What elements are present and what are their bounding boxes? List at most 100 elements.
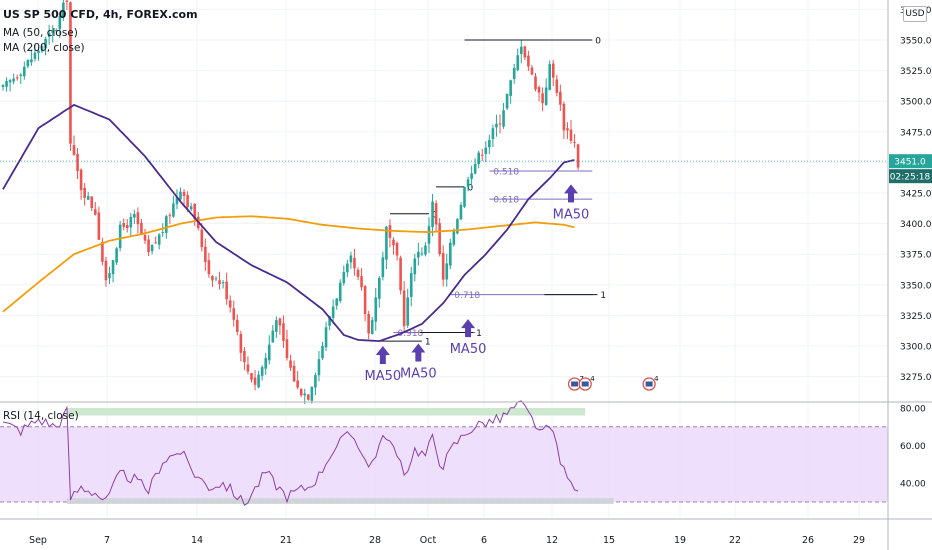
candle-body: [544, 87, 548, 106]
fib-level-label: 0.718: [454, 291, 480, 301]
candle: [473, 158, 477, 175]
ma200-legend[interactable]: MA (200, close): [3, 42, 85, 54]
candle-body: [314, 375, 317, 388]
y-tick-label: 3525.0: [900, 67, 932, 77]
candle-body: [289, 360, 292, 368]
candle: [214, 276, 218, 282]
fib-one-label: 1: [600, 291, 606, 301]
candle-body: [179, 191, 182, 200]
candle: [30, 49, 33, 66]
candle: [275, 316, 278, 338]
candle-body: [214, 278, 218, 280]
candle-body: [101, 241, 104, 262]
candle: [406, 288, 409, 329]
candle-body: [115, 248, 118, 263]
candle-body: [76, 154, 79, 171]
candle-body: [488, 139, 491, 148]
candle: [86, 191, 90, 200]
candle: [314, 372, 317, 396]
candle: [122, 218, 125, 231]
candle: [445, 253, 449, 287]
candle: [555, 74, 559, 97]
y-tick-label: 3500.0: [900, 98, 932, 108]
candle-body: [44, 38, 47, 49]
candle-body: [307, 394, 310, 400]
candle: [498, 114, 502, 134]
candle-body: [551, 63, 555, 78]
x-tick-label: 22: [729, 535, 741, 546]
candle-body: [79, 169, 83, 191]
candle: [324, 321, 328, 352]
candle-body: [12, 78, 15, 82]
candle: [356, 267, 360, 281]
candle-body: [62, 2, 65, 18]
candle: [69, 1, 72, 151]
candle: [420, 247, 424, 257]
candle: [488, 134, 491, 155]
candle-body: [15, 77, 19, 79]
candle: [136, 207, 140, 234]
candle-body: [367, 313, 370, 334]
candle: [346, 259, 349, 278]
candle: [342, 265, 346, 286]
candle: [40, 44, 44, 54]
candle-body: [97, 212, 101, 240]
y-tick-label: 3425.0: [900, 190, 932, 200]
candle: [246, 356, 250, 375]
candle-body: [378, 277, 381, 299]
candle-body: [317, 359, 321, 376]
candle: [477, 150, 480, 169]
rsi-legend[interactable]: RSI (14, close): [3, 410, 79, 422]
candle: [431, 193, 434, 237]
ma50-annotation: MA50: [450, 319, 486, 357]
candle-body: [122, 223, 125, 227]
candle-body: [505, 93, 509, 109]
candle: [58, 14, 62, 39]
candle-body: [172, 203, 175, 217]
candle: [289, 354, 292, 371]
ma50-legend[interactable]: MA (50, close): [3, 27, 78, 39]
x-tick-label: 6: [481, 535, 487, 546]
candle: [395, 241, 399, 261]
candle-body: [257, 374, 260, 388]
candle-body: [484, 147, 488, 154]
candle-body: [566, 128, 569, 131]
candle-body: [186, 195, 189, 208]
candle-body: [338, 282, 342, 301]
currency-button[interactable]: USD: [903, 6, 927, 22]
candle: [232, 300, 236, 327]
candle-body: [125, 225, 129, 229]
candle-body: [150, 244, 154, 252]
candle-body: [363, 286, 367, 315]
candle-body: [157, 234, 161, 245]
candle: [502, 103, 505, 129]
candle: [296, 371, 299, 390]
candle-body: [452, 231, 456, 245]
candle-body: [466, 179, 470, 187]
candle: [562, 101, 566, 139]
candle: [338, 279, 342, 304]
candle-body: [527, 55, 530, 67]
candle-body: [5, 80, 8, 87]
candle: [541, 87, 544, 112]
candle: [76, 148, 79, 180]
candle: [79, 168, 83, 200]
candle-body: [90, 196, 94, 209]
candle: [321, 341, 324, 361]
candle: [424, 242, 427, 257]
x-tick-label: Sep: [29, 535, 47, 546]
candle: [360, 268, 363, 291]
candle-body: [516, 55, 520, 71]
x-tick-label: 21: [280, 535, 292, 546]
candle-body: [285, 339, 289, 359]
candle: [154, 236, 157, 244]
y-tick-label: 3350.0: [900, 281, 932, 291]
candle-body: [303, 393, 307, 396]
candle: [523, 45, 527, 60]
candle-body: [182, 191, 186, 197]
candle: [83, 183, 86, 206]
candle: [264, 352, 267, 375]
candle: [495, 114, 498, 137]
